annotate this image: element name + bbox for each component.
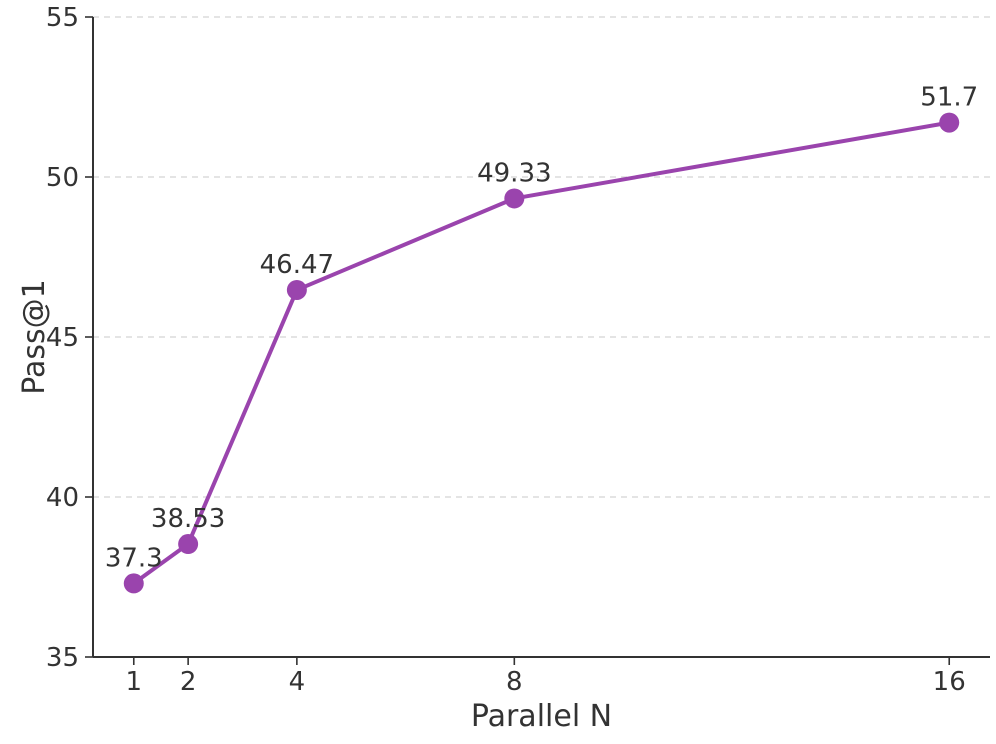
data-point-label: 38.53 bbox=[151, 504, 225, 534]
data-labels: 37.3 38.53 46.47 49.33 51.7 bbox=[105, 83, 978, 574]
y-tick-label: 45 bbox=[46, 323, 79, 353]
x-tick-label: 2 bbox=[180, 667, 197, 697]
data-point-label: 46.47 bbox=[260, 250, 334, 280]
data-series bbox=[123, 112, 960, 594]
pass-at-1-line bbox=[131, 120, 952, 586]
data-point-label: 51.7 bbox=[920, 83, 978, 113]
data-point-marker bbox=[178, 534, 199, 555]
data-point-marker bbox=[939, 112, 960, 133]
axes: 1 2 4 8 16 35 40 45 50 55 bbox=[46, 3, 990, 697]
x-tick-label: 1 bbox=[125, 667, 142, 697]
data-point-marker bbox=[123, 573, 144, 594]
y-tick-label: 50 bbox=[46, 163, 79, 193]
data-point-marker bbox=[504, 188, 525, 209]
gridlines bbox=[93, 16, 990, 658]
x-tick-label: 8 bbox=[506, 667, 523, 697]
x-tick-label: 16 bbox=[933, 667, 966, 697]
x-tick-label: 4 bbox=[289, 667, 306, 697]
y-tick-label: 35 bbox=[46, 643, 79, 673]
y-tick-label: 55 bbox=[46, 3, 79, 33]
data-point-marker bbox=[286, 279, 307, 300]
x-axis-title: Parallel N bbox=[471, 699, 612, 734]
data-point-label: 49.33 bbox=[477, 158, 551, 188]
y-axis-title: Pass@1 bbox=[17, 279, 52, 394]
y-tick-label: 40 bbox=[46, 483, 79, 513]
data-point-label: 37.3 bbox=[105, 543, 163, 573]
